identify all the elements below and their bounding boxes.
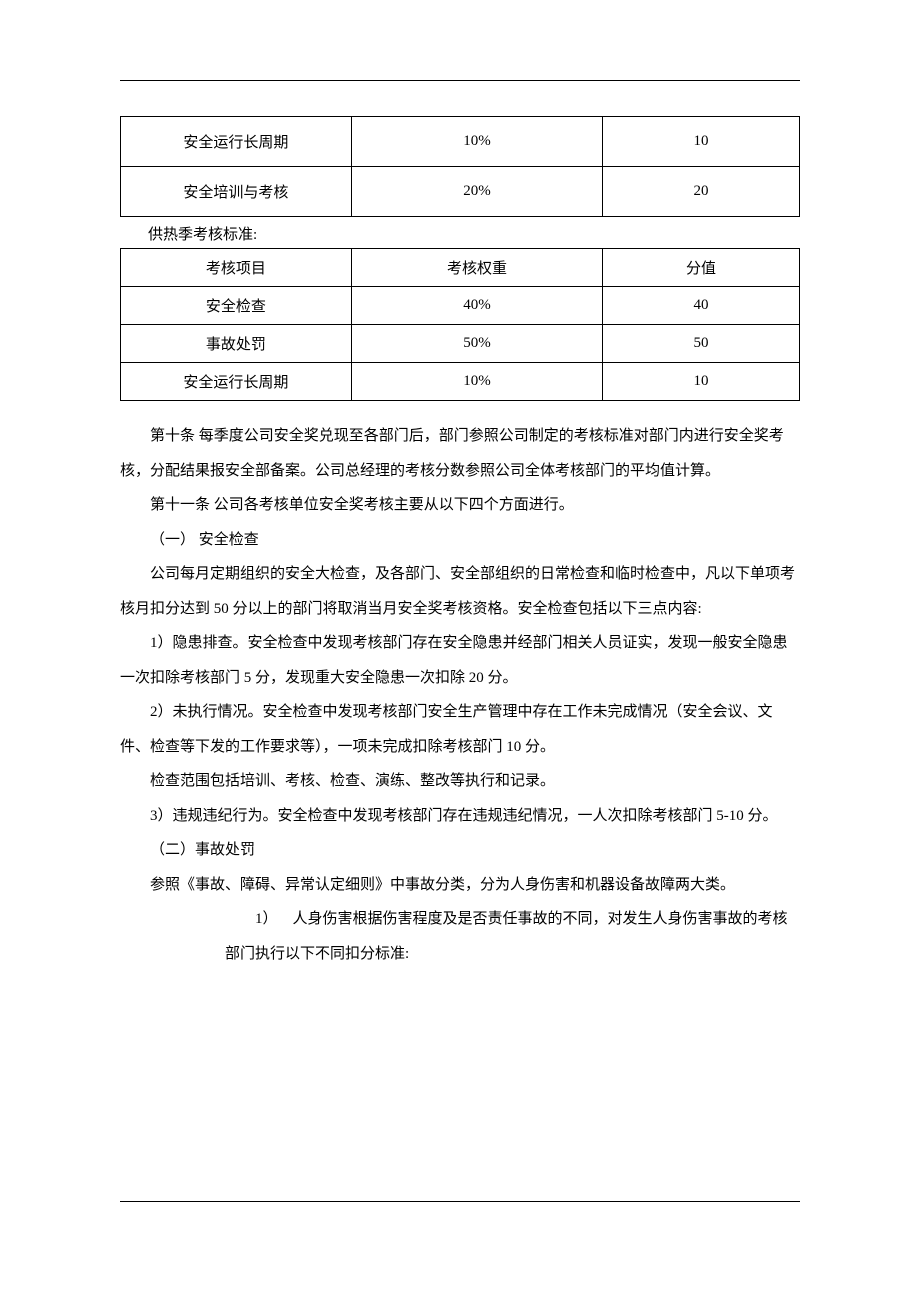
list-item-3: 3）违规违纪行为。安全检查中发现考核部门存在违规违纪情况，一人次扣除考核部门 5… (120, 799, 800, 834)
table-cell: 20 (603, 167, 800, 217)
table-row: 安全培训与考核 20% 20 (121, 167, 800, 217)
table-cell: 40% (351, 287, 602, 325)
table-cell: 安全检查 (121, 287, 352, 325)
paragraph-article-11: 第十一条 公司各考核单位安全奖考核主要从以下四个方面进行。 (120, 488, 800, 523)
paragraph-safety-check: 公司每月定期组织的安全大检查，及各部门、安全部组织的日常检查和临时检查中，凡以下… (120, 557, 800, 626)
table-row: 事故处罚 50% 50 (121, 325, 800, 363)
paragraph-article-10: 第十条 每季度公司安全奖兑现至各部门后，部门参照公司制定的考核标准对部门内进行安… (120, 419, 800, 488)
table-row: 安全检查 40% 40 (121, 287, 800, 325)
nested-item-text: 人身伤害根据伤害程度及是否责任事故的不同，对发生人身伤害事故的考核部门执行以下不… (225, 911, 788, 962)
table-cell: 10% (351, 363, 602, 401)
table-header-cell: 考核权重 (351, 249, 602, 287)
paragraph-check-scope: 检查范围包括培训、考核、检查、演练、整改等执行和记录。 (120, 764, 800, 799)
list-item-2: 2）未执行情况。安全检查中发现考核部门安全生产管理中存在工作未完成情况（安全会议… (120, 695, 800, 764)
table-cell: 10 (603, 363, 800, 401)
document-body: 第十条 每季度公司安全奖兑现至各部门后，部门参照公司制定的考核标准对部门内进行安… (120, 419, 800, 971)
table-cell: 10 (603, 117, 800, 167)
table-header-cell: 考核项目 (121, 249, 352, 287)
bottom-horizontal-rule (120, 1201, 800, 1202)
table-header-row: 考核项目 考核权重 分值 (121, 249, 800, 287)
table-2-caption: 供热季考核标准: (148, 223, 800, 244)
table-cell: 20% (351, 167, 602, 217)
list-item-1: 1）隐患排查。安全检查中发现考核部门存在安全隐患并经部门相关人员证实，发现一般安… (120, 626, 800, 695)
section-heading-1: （一） 安全检查 (120, 523, 800, 558)
table-row: 安全运行长周期 10% 10 (121, 363, 800, 401)
table-cell: 事故处罚 (121, 325, 352, 363)
top-horizontal-rule (120, 80, 800, 81)
table-cell: 安全培训与考核 (121, 167, 352, 217)
table-1: 安全运行长周期 10% 10 安全培训与考核 20% 20 (120, 116, 800, 217)
section-heading-2: （二）事故处罚 (120, 833, 800, 868)
table-row: 安全运行长周期 10% 10 (121, 117, 800, 167)
table-cell: 50 (603, 325, 800, 363)
nested-list-item-1: 1） 人身伤害根据伤害程度及是否责任事故的不同，对发生人身伤害事故的考核部门执行… (120, 902, 800, 971)
table-2: 考核项目 考核权重 分值 安全检查 40% 40 事故处罚 50% 50 安全运… (120, 248, 800, 401)
table-cell: 40 (603, 287, 800, 325)
table-cell: 50% (351, 325, 602, 363)
nested-item-number: 1） (255, 911, 278, 927)
table-cell: 安全运行长周期 (121, 363, 352, 401)
paragraph-accident: 参照《事故、障碍、异常认定细则》中事故分类，分为人身伤害和机器设备故障两大类。 (120, 868, 800, 903)
table-header-cell: 分值 (603, 249, 800, 287)
table-cell: 10% (351, 117, 602, 167)
table-cell: 安全运行长周期 (121, 117, 352, 167)
